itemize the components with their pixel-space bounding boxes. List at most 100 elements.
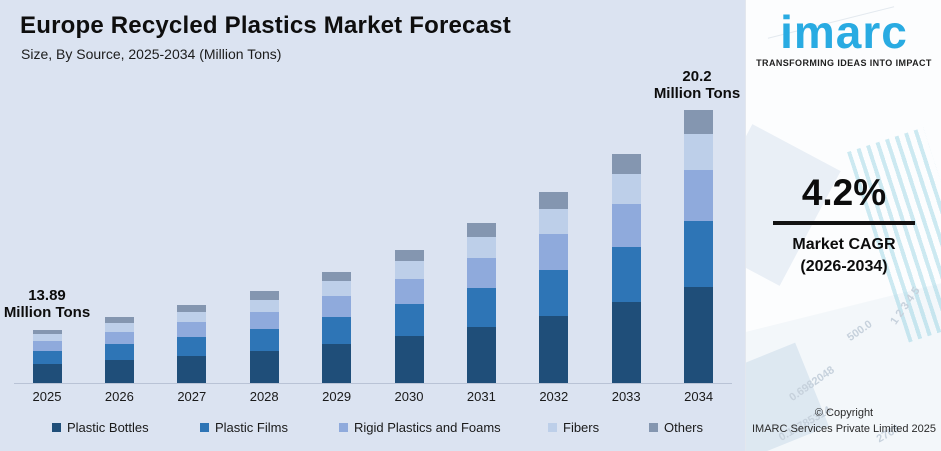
legend-label: Rigid Plastics and Foams [354,420,501,435]
value-label-2025-number: 13.89 [28,287,66,304]
bar-2028-segment-rigid-plastics-and-foams [249,312,279,329]
bar-2025-segment-plastic-films [32,351,62,364]
bar-2029-segment-fibers [322,281,352,296]
bar-2034-segment-plastic-bottles [684,287,714,383]
bar-2034-segment-fibers [684,134,714,170]
imarc-logo: imarc TRANSFORMING IDEAS INTO IMPACT [746,8,941,68]
bar-2026-segment-others [104,317,134,323]
decor-watermark-number: 500.0 [845,318,875,344]
legend-swatch-icon [200,423,209,432]
legend-item-plastic-films: Plastic Films [200,420,288,435]
chart-title: Europe Recycled Plastics Market Forecast [20,12,511,39]
bar-2027-segment-others [177,305,207,312]
value-label-2025-unit: Million Tons [3,304,91,321]
bar-2031-segment-rigid-plastics-and-foams [466,258,496,288]
bar-2029-segment-plastic-bottles [322,344,352,383]
legend-item-others: Others [649,420,703,435]
bar-2028-segment-plastic-bottles [249,351,279,383]
bar-2029 [322,272,352,383]
cagr-value: 4.2% [801,172,887,213]
bar-2026-segment-plastic-bottles [104,360,134,383]
bar-2025-segment-fibers [32,334,62,341]
bar-2033-segment-rigid-plastics-and-foams [611,204,641,247]
bar-2030-segment-plastic-films [394,304,424,336]
bar-2031-segment-others [466,223,496,237]
bar-2027-segment-fibers [177,312,207,322]
value-label-2025: 13.89 Million Tons [0,287,107,321]
bar-2030-segment-rigid-plastics-and-foams [394,279,424,304]
bar-2027-segment-rigid-plastics-and-foams [177,322,207,337]
decor-watermark-number: 0.6982048 [787,364,837,404]
value-label-2034: 20.2 Million Tons [637,68,757,102]
bar-2030-segment-fibers [394,261,424,279]
bar-2031-segment-plastic-bottles [466,327,496,383]
bar-2025-segment-plastic-bottles [32,364,62,383]
x-axis-label-2028: 2028 [249,389,279,404]
bar-2032 [539,192,569,383]
x-axis-label-2032: 2032 [539,389,569,404]
bar-2030 [394,250,424,383]
bar-2032-segment-plastic-films [539,270,569,316]
imarc-logo-text: imarc [780,6,908,58]
bar-2027-segment-plastic-films [177,337,207,356]
legend-swatch-icon [339,423,348,432]
legend-label: Plastic Bottles [67,420,149,435]
legend-label: Plastic Films [215,420,288,435]
bar-2029-segment-others [322,272,352,281]
decor-watermark-number: 1 2 3 4 5 [888,285,923,327]
x-axis-label-2033: 2033 [611,389,641,404]
x-axis-label-2030: 2030 [394,389,424,404]
cagr-label-line2: (2026-2034) [800,258,888,275]
bar-2034 [684,110,714,383]
bar-2030-segment-others [394,250,424,261]
bar-2026-segment-plastic-films [104,344,134,360]
x-axis-label-2027: 2027 [177,389,207,404]
legend-swatch-icon [649,423,658,432]
legend-label: Others [664,420,704,435]
bar-2030-segment-plastic-bottles [394,336,424,383]
bar-2025 [32,330,62,383]
bar-2028-segment-fibers [249,300,279,312]
value-label-2034-number: 20.2 [682,68,712,85]
bar-2033-segment-plastic-films [611,247,641,302]
bar-2029-segment-plastic-films [322,317,352,344]
bar-2026-segment-rigid-plastics-and-foams [104,332,134,344]
copyright: © Copyright IMARC Services Private Limit… [746,405,941,437]
legend-swatch-icon [548,423,557,432]
legend-item-rigid-plastics-and-foams: Rigid Plastics and Foams [339,420,501,435]
bar-2033-segment-fibers [611,174,641,204]
bar-2032-segment-rigid-plastics-and-foams [539,234,569,270]
bar-2025-segment-rigid-plastics-and-foams [32,341,62,351]
bar-2034-segment-rigid-plastics-and-foams [684,170,714,221]
bar-2031 [466,223,496,383]
legend-swatch-icon [52,423,61,432]
x-axis-label-2029: 2029 [322,389,352,404]
bar-2032-segment-fibers [539,209,569,234]
chart-subtitle: Size, By Source, 2025-2034 (Million Tons… [21,46,282,62]
bar-2032-segment-others [539,192,569,209]
cagr-block: 4.2% Market CAGR (2026-2034) [746,172,941,278]
bar-2031-segment-fibers [466,237,496,258]
bar-2025-segment-others [32,330,62,334]
bar-2033-segment-others [611,154,641,174]
bar-2034-segment-plastic-films [684,221,714,287]
cagr-label-line1: Market CAGR [792,236,896,253]
bar-2026-segment-fibers [104,323,134,332]
bar-2028-segment-others [249,291,279,300]
legend-label: Fibers [563,420,600,435]
bar-2027 [177,305,207,383]
x-axis-line [14,383,732,384]
copyright-line2: IMARC Services Private Limited 2025 [751,423,936,435]
cagr-divider [773,221,915,225]
imarc-logo-tagline: TRANSFORMING IDEAS INTO IMPACT [756,58,932,68]
bar-2028 [249,291,279,383]
bar-2027-segment-plastic-bottles [177,356,207,383]
copyright-line1: © Copyright [814,407,874,419]
legend-item-plastic-bottles: Plastic Bottles [52,420,149,435]
chart-panel: Europe Recycled Plastics Market Forecast… [0,12,741,435]
x-axis-label-2025: 2025 [32,389,62,404]
bar-2033 [611,154,641,383]
bar-2033-segment-plastic-bottles [611,302,641,383]
legend-item-fibers: Fibers [548,420,599,435]
